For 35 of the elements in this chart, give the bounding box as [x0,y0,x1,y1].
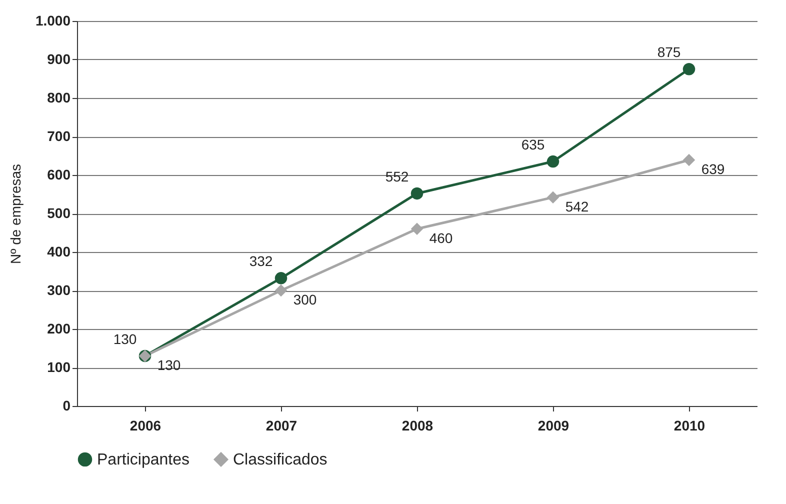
y-tick-label: 600 [47,166,71,182]
data-label: 460 [429,230,453,246]
point [682,154,696,166]
data-label: 639 [701,160,725,177]
y-tick-label: 1.000 [35,12,71,28]
y-tick-label: 300 [47,282,71,298]
point [546,155,560,168]
point [274,272,288,284]
y-tick-label: 100 [47,359,71,375]
legend-label: Participantes [97,451,190,468]
y-axis-title: Nº de empresas [7,164,24,264]
data-label: 130 [113,330,137,347]
y-tick-label: 0 [62,398,71,414]
y-tick-label: 700 [47,128,71,144]
point [274,284,288,297]
point [410,222,424,236]
x-tick-label: 2010 [674,418,706,434]
point [410,187,424,200]
x-tick-label: 2007 [266,418,298,434]
data-label: 635 [521,136,545,153]
x-tick-label: 2006 [130,418,162,434]
y-tick-label: 200 [47,320,71,336]
point [682,63,696,76]
y-tick-label: 500 [47,205,71,221]
x-tick-label: 2009 [538,418,570,434]
point [546,191,560,204]
data-label: 542 [565,198,589,214]
y-tick-label: 900 [47,51,71,67]
x-tick-label: 2008 [402,418,434,434]
data-label: 332 [249,253,273,270]
data-label: 300 [293,292,317,308]
legend-label: Classificados [233,451,328,468]
y-tick-label: 800 [47,90,71,106]
y-tick-label: 400 [47,244,71,260]
data-label: 875 [657,44,681,60]
